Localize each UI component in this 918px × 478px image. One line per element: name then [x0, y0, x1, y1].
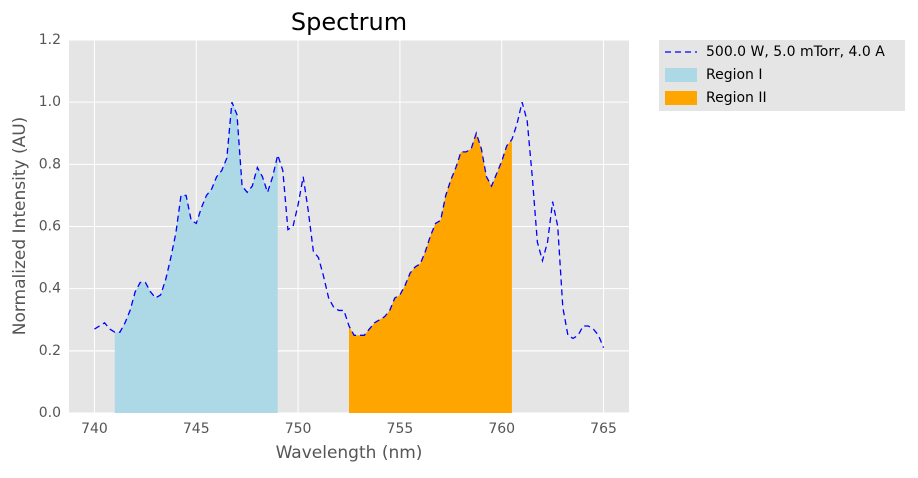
x-tick-label: 750: [285, 421, 312, 437]
y-tick-label: 0.8: [39, 156, 61, 172]
line: [94, 101, 605, 348]
legend: [659, 40, 905, 111]
x-tick-label: 755: [387, 421, 414, 437]
x-tick-label: 760: [488, 421, 515, 437]
legend-label: 500.0 W, 5.0 mTorr, 4.0 A: [706, 44, 885, 60]
legend-label: Region II: [706, 90, 767, 106]
legend-swatch: [665, 91, 697, 105]
y-tick-label: 0.0: [39, 405, 61, 421]
y-tick-label: 0.2: [39, 343, 61, 359]
y-tick-label: 1.0: [39, 94, 61, 110]
region-fill: [114, 102, 278, 414]
x-tick-label: 740: [81, 421, 108, 437]
legend-swatch: [665, 68, 697, 82]
legend-label: Region I: [706, 67, 763, 83]
region-fill: [349, 133, 512, 413]
y-tick-label: 1.2: [39, 32, 61, 48]
x-tick-label: 745: [183, 421, 210, 437]
x-tick-label: 765: [590, 421, 617, 437]
x-axis-label: Wavelength (nm): [276, 443, 423, 463]
y-tick-label: 0.6: [39, 219, 61, 235]
chart-title: Spectrum: [291, 8, 407, 36]
y-tick-label: 0.4: [39, 281, 61, 297]
y-axis-label: Normalized Intensity (AU): [10, 117, 30, 336]
